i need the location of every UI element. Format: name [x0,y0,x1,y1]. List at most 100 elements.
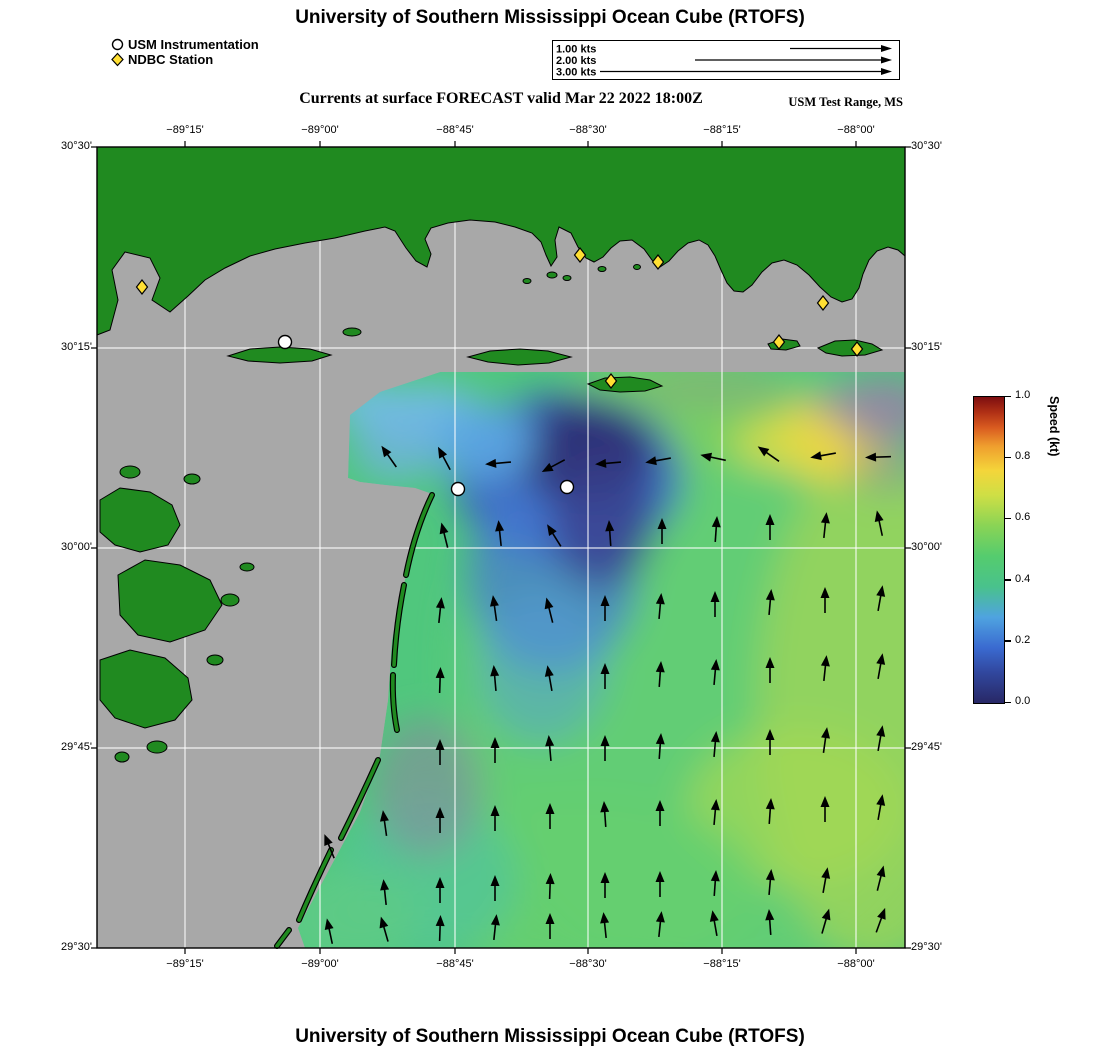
current-vector-arrow [490,737,500,763]
current-vector-arrow [700,452,726,462]
islet [146,740,168,754]
current-vector-arrow [435,667,445,694]
current-vector-arrow [655,911,665,938]
current-vector-arrow [820,796,830,822]
ndbc-station-marker [850,341,864,357]
islet [220,593,240,607]
lat-tick-label-right: 30°15' [911,341,942,353]
colorbar-tick-label: 0.2 [1015,633,1031,646]
forecast-subtitle: Currents at surface FORECAST valid Mar 2… [299,90,703,107]
lon-tick-label-top: −89°00' [301,124,339,136]
current-vector-arrow [765,589,775,616]
lon-tick-label-bottom: −88°45' [436,958,474,970]
scale-row-arrowhead [881,68,892,75]
lat-tick-label-left: 29°45' [61,741,92,753]
barrier-island-chain [274,492,435,949]
ndbc-station-marker [573,247,587,263]
current-vector-arrow [657,518,667,544]
current-vector-arrow [765,798,775,825]
colorbar-tick [1005,456,1011,459]
current-vector-arrow [490,665,500,692]
current-vector-arrow [600,872,610,898]
current-vector-arrow [541,459,566,473]
marker-legend: USM Instrumentation NDBC Station [110,37,259,67]
colorbar-tick-label: 1.0 [1015,389,1031,401]
marsh-island [117,559,223,643]
lon-tick-label-bottom: −88°00' [837,958,875,970]
scale-row-arrowhead [881,56,892,64]
lon-tick-label-top: −89°15' [166,124,204,136]
marsh-island [99,649,193,729]
scale-row-label: 2.00 kts [556,55,596,67]
lat-tick-label-left: 30°15' [61,341,92,353]
lat-tick-label-right: 30°00' [911,541,942,553]
islet [239,562,255,572]
current-vector-arrow [820,587,830,613]
current-vector-arrow [437,446,451,471]
colorbar-tick-label: 0.8 [1015,450,1031,463]
lat-tick-label-left: 30°30' [61,140,92,152]
lon-tick-label-top: −88°45' [436,124,474,136]
current-vector-arrow [435,597,445,624]
current-vector-arrow [545,913,555,939]
current-vector-arrow [820,512,830,539]
current-vector-arrow [545,873,555,900]
colorbar-tick [1005,517,1011,520]
current-vector-arrow [544,597,554,623]
current-vector-arrow [821,867,831,893]
islet [183,473,201,485]
legend-label: NDBC Station [128,52,214,67]
lat-tick-label-left: 29°30' [61,941,92,953]
islet [633,264,641,270]
current-vector-arrow [875,907,886,933]
islet [597,266,607,272]
islet [342,327,362,337]
lat-tick-label-right: 29°45' [911,741,942,753]
islet [546,271,558,279]
current-vector-arrow [600,735,610,761]
islet [119,465,141,479]
islet [522,278,532,284]
current-vector-arrow [757,446,780,462]
current-vector-arrow [709,910,719,936]
current-vector-arrow [600,663,610,689]
legend-label: USM Instrumentation [128,37,259,52]
lat-tick-label-right: 30°30' [911,140,942,152]
current-vector-arrow [710,591,720,617]
colorbar-tick-label: 0.0 [1015,695,1031,707]
barrier-island [466,348,573,366]
current-vector-arrow [821,727,831,754]
colorbar-gradient [973,396,1005,704]
lat-tick-label-right: 29°30' [911,941,942,953]
colorbar-label: Speed (kt) [1047,396,1061,457]
current-vector-arrow [600,801,610,828]
colorbar: 0.0 0.2 0.4 0.6 0.8 1.0 Speed (kt) [973,389,1100,707]
current-vector-arrow [765,514,775,540]
lon-tick-label-top: −88°30' [569,124,607,136]
current-vector-arrow [600,595,610,621]
current-vector-arrow [765,729,775,755]
current-vector-arrow [876,585,886,611]
current-vector-arrow [655,593,665,620]
current-vector-arrow [876,865,886,891]
current-vector-arrow [547,524,562,547]
current-vector-arrow [655,871,665,897]
current-vector-arrow [545,803,555,829]
barrier-island [226,346,333,364]
current-vector-arrow [765,869,775,896]
lat-tick-label-left: 30°00' [61,541,92,553]
current-vector-arrow [645,456,671,466]
current-vector-arrow [435,739,445,765]
colorbar-tick [1005,579,1011,581]
current-vector-arrow [485,458,512,468]
current-vector-arrow [876,794,886,820]
colorbar-tick-label: 0.4 [1015,572,1031,585]
current-vector-arrow [379,810,389,837]
forecast-map [91,141,911,954]
ndbc-station-marker [772,334,786,350]
current-vector-arrow [544,665,554,691]
current-vector-arrow [435,877,445,903]
frame-ticks [91,141,911,954]
legend-item: NDBC Station [110,52,259,67]
current-vector-arrow [324,834,335,859]
